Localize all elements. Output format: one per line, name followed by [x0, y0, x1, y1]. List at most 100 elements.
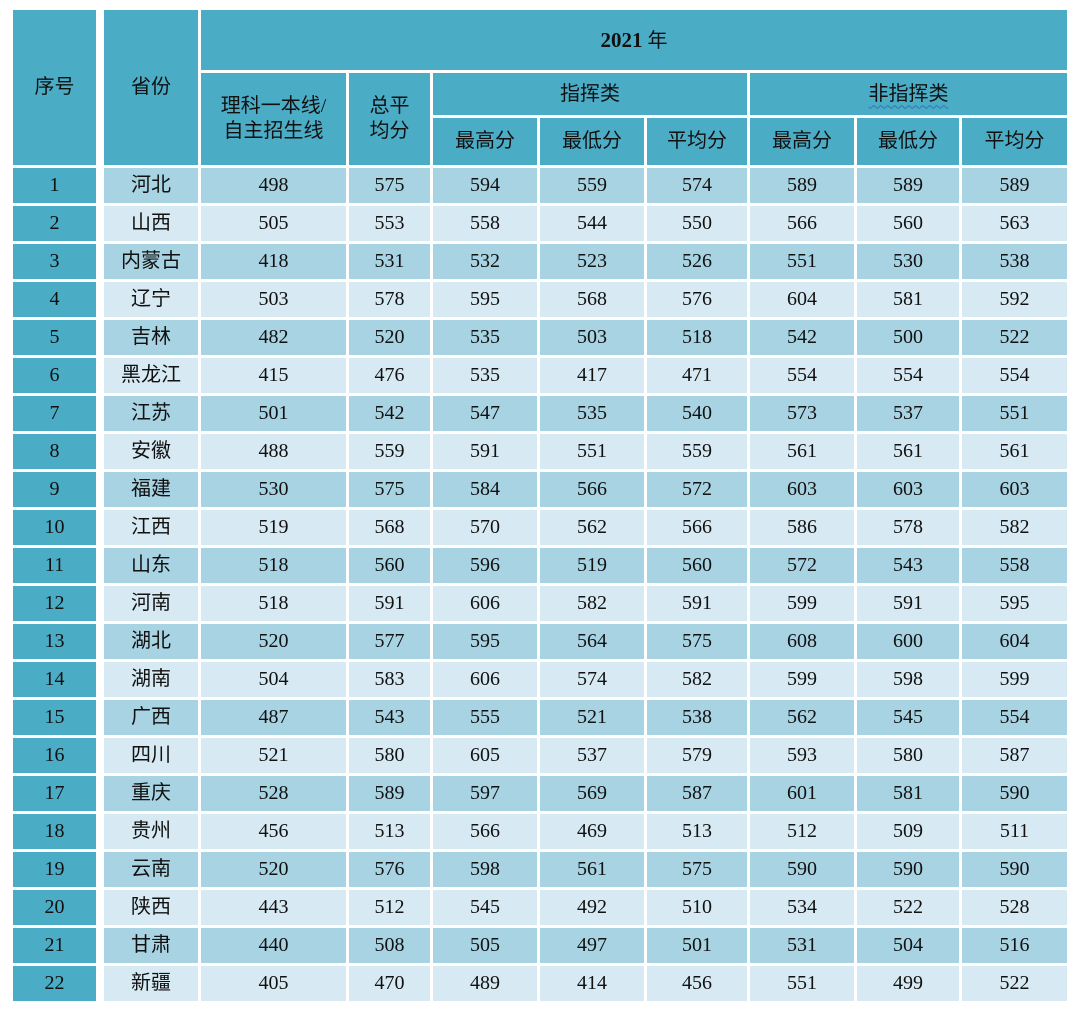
- table-row: 19 云南 520 576 598 561 575 590 590 590: [13, 852, 1067, 887]
- non-command-avg-cell: 590: [962, 852, 1067, 887]
- non-command-avg-cell: 595: [962, 586, 1067, 621]
- command-min-cell: 566: [540, 472, 644, 507]
- science-line-cell: 519: [201, 510, 346, 545]
- command-group-header: 指挥类: [433, 73, 747, 115]
- non-command-avg-cell: 587: [962, 738, 1067, 773]
- non-command-avg-cell: 582: [962, 510, 1067, 545]
- science-line-cell: 501: [201, 396, 346, 431]
- non-command-min-cell: 590: [857, 852, 959, 887]
- command-avg-cell: 510: [647, 890, 747, 925]
- command-max-cell: 595: [433, 282, 537, 317]
- non-command-max-cell: 586: [750, 510, 854, 545]
- non-command-min-cell: 581: [857, 282, 959, 317]
- province-cell: 内蒙古: [104, 244, 198, 279]
- province-cell: 辽宁: [104, 282, 198, 317]
- table-row: 14 湖南 504 583 606 574 582 599 598 599: [13, 662, 1067, 697]
- non-command-min-cell: 545: [857, 700, 959, 735]
- serial-cell: 2: [13, 206, 101, 241]
- command-max-cell: 558: [433, 206, 537, 241]
- non-command-min-cell: 500: [857, 320, 959, 355]
- non-command-min-cell: 499: [857, 966, 959, 1001]
- province-cell: 湖北: [104, 624, 198, 659]
- total-average-cell: 575: [349, 168, 430, 203]
- province-cell: 山西: [104, 206, 198, 241]
- serial-column-header: 序号: [13, 10, 101, 165]
- command-avg-cell: 550: [647, 206, 747, 241]
- non-command-avg-cell: 558: [962, 548, 1067, 583]
- non-command-min-cell: 561: [857, 434, 959, 469]
- non-command-max-cell: 562: [750, 700, 854, 735]
- command-avg-header: 平均分: [647, 118, 747, 165]
- science-line-cell: 482: [201, 320, 346, 355]
- non-command-min-cell: 598: [857, 662, 959, 697]
- non-command-avg-cell: 554: [962, 358, 1067, 393]
- serial-cell: 21: [13, 928, 101, 963]
- science-line-cell: 518: [201, 548, 346, 583]
- non-command-avg-cell: 599: [962, 662, 1067, 697]
- province-cell: 山东: [104, 548, 198, 583]
- science-line-cell: 440: [201, 928, 346, 963]
- non-command-max-cell: 566: [750, 206, 854, 241]
- non-command-max-cell: 573: [750, 396, 854, 431]
- command-min-cell: 492: [540, 890, 644, 925]
- non-command-min-cell: 589: [857, 168, 959, 203]
- non-command-min-cell: 580: [857, 738, 959, 773]
- non-command-max-cell: 593: [750, 738, 854, 773]
- table-row: 15 广西 487 543 555 521 538 562 545 554: [13, 700, 1067, 735]
- non-command-min-cell: 591: [857, 586, 959, 621]
- command-max-cell: 584: [433, 472, 537, 507]
- command-max-cell: 591: [433, 434, 537, 469]
- non-command-max-header: 最高分: [750, 118, 854, 165]
- total-average-column-header: 总平 均分: [349, 73, 430, 165]
- science-line-cell: 530: [201, 472, 346, 507]
- science-line-cell: 505: [201, 206, 346, 241]
- command-max-cell: 489: [433, 966, 537, 1001]
- non-command-min-cell: 509: [857, 814, 959, 849]
- command-min-cell: 551: [540, 434, 644, 469]
- non-command-avg-cell: 528: [962, 890, 1067, 925]
- serial-cell: 3: [13, 244, 101, 279]
- non-command-max-cell: 608: [750, 624, 854, 659]
- non-command-max-cell: 601: [750, 776, 854, 811]
- non-command-max-cell: 590: [750, 852, 854, 887]
- table-row: 4 辽宁 503 578 595 568 576 604 581 592: [13, 282, 1067, 317]
- province-cell: 贵州: [104, 814, 198, 849]
- table-row: 22 新疆 405 470 489 414 456 551 499 522: [13, 966, 1067, 1001]
- table-body: 1 河北 498 575 594 559 574 589 589 589 2 山…: [13, 168, 1067, 1001]
- command-min-cell: 497: [540, 928, 644, 963]
- serial-cell: 14: [13, 662, 101, 697]
- science-line-cell: 443: [201, 890, 346, 925]
- table-row: 10 江西 519 568 570 562 566 586 578 582: [13, 510, 1067, 545]
- command-min-cell: 537: [540, 738, 644, 773]
- command-avg-cell: 582: [647, 662, 747, 697]
- total-average-cell: 513: [349, 814, 430, 849]
- non-command-avg-cell: 522: [962, 320, 1067, 355]
- non-command-min-cell: 578: [857, 510, 959, 545]
- science-line-cell: 487: [201, 700, 346, 735]
- command-min-cell: 535: [540, 396, 644, 431]
- total-average-cell: 476: [349, 358, 430, 393]
- total-average-cell: 559: [349, 434, 430, 469]
- command-max-cell: 532: [433, 244, 537, 279]
- table-row: 21 甘肃 440 508 505 497 501 531 504 516: [13, 928, 1067, 963]
- command-min-cell: 544: [540, 206, 644, 241]
- province-cell: 吉林: [104, 320, 198, 355]
- table-row: 13 湖北 520 577 595 564 575 608 600 604: [13, 624, 1067, 659]
- command-avg-cell: 591: [647, 586, 747, 621]
- table-row: 3 内蒙古 418 531 532 523 526 551 530 538: [13, 244, 1067, 279]
- command-max-cell: 505: [433, 928, 537, 963]
- total-average-cell: 591: [349, 586, 430, 621]
- command-min-cell: 519: [540, 548, 644, 583]
- command-avg-cell: 501: [647, 928, 747, 963]
- serial-cell: 18: [13, 814, 101, 849]
- serial-cell: 5: [13, 320, 101, 355]
- table-row: 17 重庆 528 589 597 569 587 601 581 590: [13, 776, 1067, 811]
- command-min-cell: 562: [540, 510, 644, 545]
- non-command-max-cell: 554: [750, 358, 854, 393]
- non-command-group-header: 非指挥类: [750, 73, 1067, 115]
- non-command-avg-cell: 516: [962, 928, 1067, 963]
- command-min-cell: 469: [540, 814, 644, 849]
- serial-cell: 1: [13, 168, 101, 203]
- serial-cell: 16: [13, 738, 101, 773]
